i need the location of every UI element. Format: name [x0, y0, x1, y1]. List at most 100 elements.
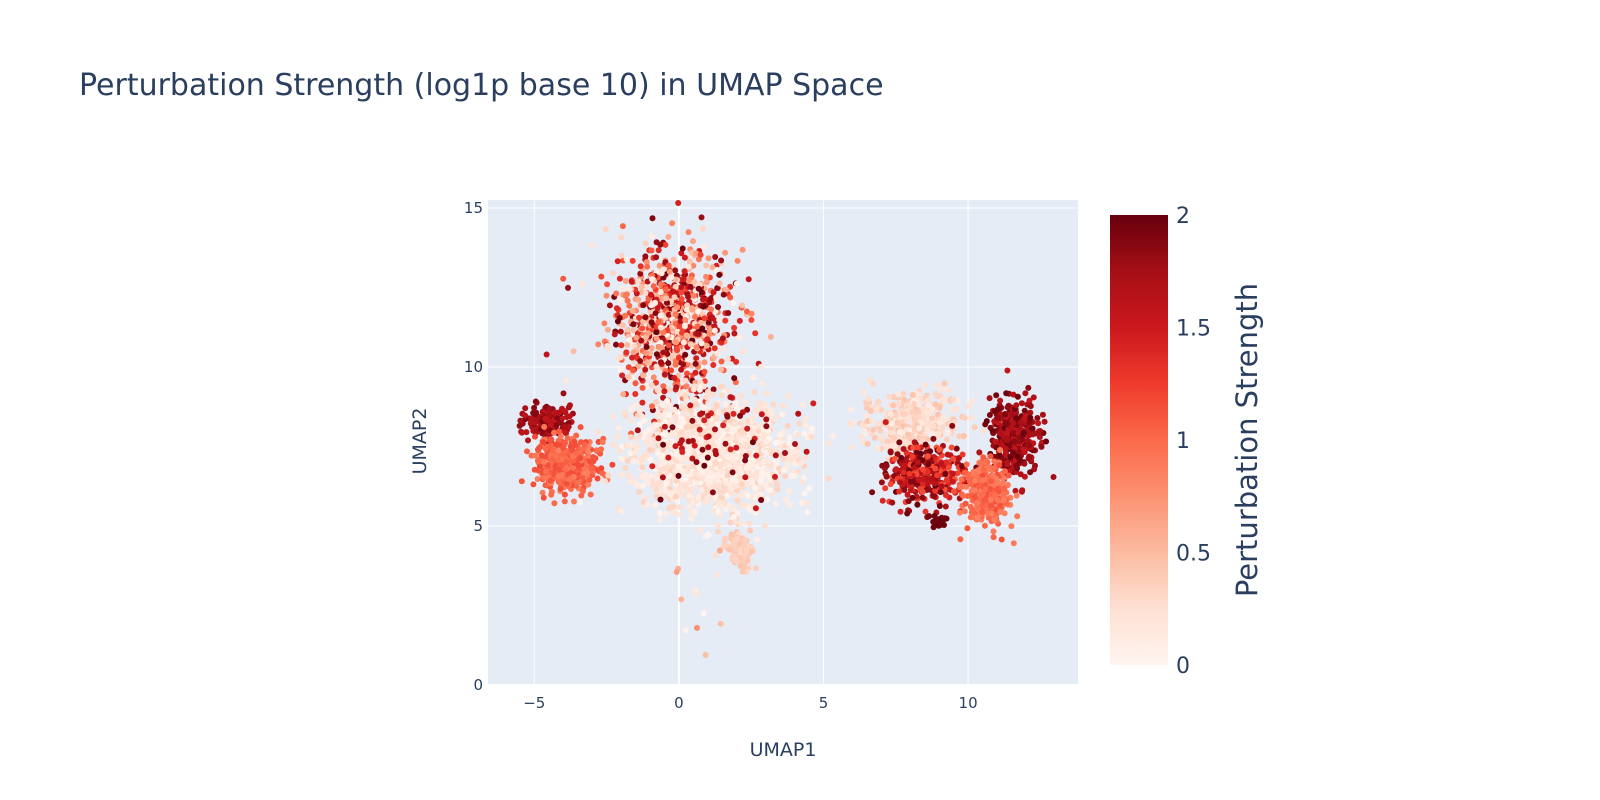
data-point — [668, 489, 675, 496]
data-point — [727, 519, 734, 526]
data-point — [734, 405, 741, 412]
data-point — [663, 480, 670, 487]
data-point — [665, 342, 672, 349]
data-point — [763, 423, 770, 430]
data-point — [704, 336, 711, 343]
data-point — [616, 447, 622, 454]
data-point — [649, 403, 655, 410]
data-point — [618, 455, 625, 462]
data-point — [1020, 446, 1027, 453]
data-point — [724, 472, 731, 479]
data-point — [672, 361, 679, 368]
data-point — [614, 318, 621, 325]
data-point — [722, 460, 729, 467]
data-point — [716, 271, 723, 278]
data-point — [703, 279, 710, 286]
data-point — [983, 418, 990, 425]
data-point — [781, 455, 787, 462]
data-point — [959, 451, 966, 458]
data-point — [803, 448, 810, 455]
data-point — [631, 442, 638, 449]
data-point — [641, 494, 648, 501]
data-point — [700, 225, 706, 232]
data-point — [758, 475, 765, 482]
data-point — [599, 439, 606, 446]
data-point — [660, 383, 667, 390]
data-point — [685, 278, 692, 285]
data-point — [733, 438, 739, 445]
data-point — [657, 496, 664, 503]
data-point — [645, 434, 652, 441]
data-point — [566, 413, 573, 420]
data-point — [945, 464, 952, 471]
data-point — [707, 469, 714, 476]
data-point — [703, 273, 710, 280]
data-point — [725, 387, 732, 394]
data-point — [554, 441, 560, 448]
data-point — [934, 393, 941, 400]
data-point — [618, 342, 625, 349]
data-point — [661, 371, 668, 378]
data-point — [1010, 540, 1017, 547]
data-point — [648, 382, 655, 389]
data-point — [604, 281, 611, 288]
data-point — [659, 458, 666, 465]
data-point — [722, 478, 729, 485]
data-point — [904, 510, 911, 517]
data-point — [764, 496, 771, 503]
data-point — [829, 433, 836, 439]
data-point — [684, 370, 690, 377]
data-point — [678, 284, 685, 291]
data-point — [626, 286, 633, 292]
data-point — [762, 482, 769, 488]
data-point — [740, 436, 747, 443]
data-point — [706, 460, 713, 467]
data-point — [680, 276, 687, 283]
data-point — [638, 337, 645, 344]
data-point — [897, 508, 904, 515]
data-point — [532, 433, 538, 440]
data-point — [713, 415, 719, 422]
colorbar-title: Perturbation Strength — [1230, 283, 1264, 597]
colorbar-tick-label: 0.5 — [1176, 542, 1211, 567]
data-point — [1000, 496, 1007, 503]
data-point — [959, 463, 966, 469]
data-point — [546, 427, 553, 434]
data-point — [562, 440, 569, 446]
data-point — [718, 392, 725, 399]
data-point — [685, 356, 692, 363]
data-point — [648, 247, 655, 254]
data-point — [808, 433, 815, 440]
data-point — [557, 485, 564, 492]
data-point — [772, 458, 779, 465]
data-point — [689, 455, 696, 462]
x-tick-label: 10 — [959, 694, 978, 712]
data-point — [943, 477, 950, 484]
data-point — [784, 392, 791, 399]
data-point — [738, 469, 745, 476]
data-point — [950, 470, 956, 477]
data-point — [547, 422, 554, 429]
data-point — [649, 276, 655, 283]
data-point — [636, 421, 643, 428]
data-point — [542, 468, 549, 475]
data-point — [748, 310, 755, 317]
data-point — [534, 476, 541, 482]
data-point — [606, 302, 613, 309]
data-point — [773, 500, 780, 507]
data-point — [989, 428, 996, 434]
data-point — [673, 339, 680, 346]
data-point — [626, 337, 633, 344]
data-point — [799, 479, 806, 485]
data-point — [670, 256, 677, 263]
data-point — [915, 477, 922, 483]
data-point — [968, 397, 975, 404]
data-point — [944, 451, 951, 458]
data-point — [860, 389, 867, 395]
data-point — [555, 447, 562, 454]
data-point — [1018, 488, 1025, 495]
data-point — [744, 425, 751, 432]
data-point — [798, 459, 805, 466]
data-point — [659, 453, 666, 459]
